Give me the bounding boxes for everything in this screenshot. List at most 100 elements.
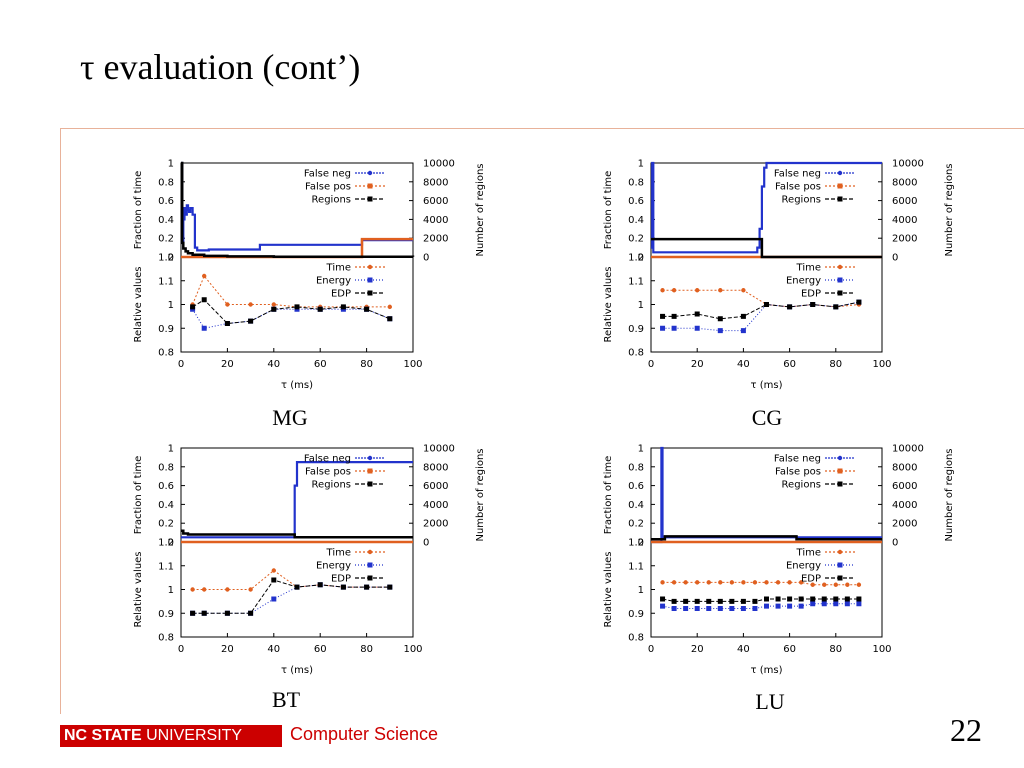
university-logo-rest: UNIVERSITY xyxy=(141,727,243,744)
lu-point-time xyxy=(718,580,723,585)
lu-point-time xyxy=(671,580,677,585)
lu-point-edp xyxy=(844,596,850,602)
bt-bottom-legend-marker-0 xyxy=(367,549,373,555)
lu-point-energy xyxy=(694,606,700,611)
mg-xtick-label: 100 xyxy=(403,359,422,370)
lu-bottom-legend-label-0: Time xyxy=(796,548,821,559)
lu-point-time xyxy=(856,582,862,587)
lu-point-edp xyxy=(787,596,793,602)
bt-point-time xyxy=(190,587,195,592)
cg-top-legend-label-2: Regions xyxy=(782,195,821,206)
lu-series-false-neg xyxy=(651,446,882,544)
cg-point-edp xyxy=(694,311,700,317)
bt-bottom-ylabel: Relative values xyxy=(133,551,144,627)
cg-top-ytick-label: 1 xyxy=(638,159,644,170)
mg-point-time xyxy=(202,273,207,279)
lu-top-y2label: Number of regions xyxy=(944,448,955,541)
mg-top-y2tick-label: 0 xyxy=(423,253,429,264)
mg-series-false-pos xyxy=(181,237,413,259)
lu-point-edp xyxy=(706,598,712,604)
cg-top-ylabel: Fraction of time xyxy=(603,171,614,250)
lu-point-time xyxy=(810,582,815,587)
mg-top-legend-label-0: False neg xyxy=(304,169,351,180)
cg-xlabel: τ (ms) xyxy=(751,380,783,391)
cg-xtick-label: 0 xyxy=(648,359,654,370)
lu-xtick-label: 40 xyxy=(737,644,750,655)
mg-point-edp xyxy=(340,304,346,310)
lu-point-time xyxy=(775,580,781,585)
cg-series-regions xyxy=(651,237,882,259)
cg-series-time xyxy=(662,289,859,308)
bt-bottom-legend-marker-1 xyxy=(367,562,373,568)
lu-point-edp xyxy=(810,596,816,602)
cg-point-energy xyxy=(717,328,723,334)
bt-xtick-label: 60 xyxy=(314,644,327,655)
lu-point-edp xyxy=(856,596,862,602)
cg-bottom-legend-label-1: Energy xyxy=(786,276,821,287)
mg-top-y2tick-label: 10000 xyxy=(423,159,455,170)
bt-point-edp xyxy=(271,577,277,583)
cg-top-legend-label-1: False pos xyxy=(775,182,821,193)
bt-bottom-ytick-label: 1 xyxy=(168,585,174,596)
lu-point-energy xyxy=(671,606,677,611)
mg-bottom-legend-marker-0 xyxy=(367,264,373,270)
university-logo-bold: NC STATE xyxy=(64,727,142,744)
lu-top-ytick-label: 0.8 xyxy=(628,462,644,473)
lu-top-ytick-label: 0.6 xyxy=(628,481,644,492)
cg-top-y2tick-label: 4000 xyxy=(892,215,917,226)
bt-top-y2tick-label: 4000 xyxy=(423,500,448,511)
cg-point-edp xyxy=(810,302,816,307)
lu-bottom-ytick-label: 0.8 xyxy=(628,633,644,644)
lu-point-time xyxy=(706,580,711,585)
lu-point-edp xyxy=(798,596,804,602)
bt-point-edp xyxy=(387,584,393,590)
bt-point-edp xyxy=(248,610,254,616)
mg-point-edp xyxy=(224,321,230,326)
lu-top-y2tick-label: 8000 xyxy=(892,462,917,473)
lu-point-energy xyxy=(856,601,862,607)
lu-point-time xyxy=(695,580,700,585)
mg-top-ylabel: Fraction of time xyxy=(133,171,144,250)
lu-top-ylabel: Fraction of time xyxy=(603,456,614,535)
lu-point-time xyxy=(752,580,758,585)
lu-top-y2tick-label: 4000 xyxy=(892,500,917,511)
bt-bottom-legend-marker-2 xyxy=(367,575,373,581)
cg-point-edp xyxy=(671,313,677,319)
cg-point-time xyxy=(741,288,746,293)
mg-top-y2tick-label: 4000 xyxy=(423,215,448,226)
lu-point-time xyxy=(683,580,688,585)
lu-point-energy xyxy=(798,603,804,609)
lu-top-frame xyxy=(650,447,883,543)
mg-bottom-legend-marker-2 xyxy=(367,290,373,296)
lu-point-energy xyxy=(810,601,816,607)
bt-top-y2label: Number of regions xyxy=(475,448,486,541)
bt-bottom-ytick-label: 0.9 xyxy=(158,609,174,620)
page-number: 22 xyxy=(950,712,982,748)
cg-top-ytick-label: 0.2 xyxy=(628,234,644,245)
mg-bottom-legend-label-1: Energy xyxy=(316,276,351,287)
lu-top-legend-label-1: False pos xyxy=(775,467,821,478)
bt-top-ytick-label: 0.6 xyxy=(158,481,174,492)
mg-bottom-ytick-label: 1 xyxy=(168,300,174,311)
cg-top-y2label: Number of regions xyxy=(944,163,955,256)
bt-point-energy xyxy=(271,596,277,602)
lu-point-energy xyxy=(833,601,839,607)
mg-top-frame xyxy=(180,162,414,258)
cg-bottom-ylabel: Relative values xyxy=(603,266,614,342)
cg-point-edp xyxy=(740,313,746,319)
chart-caption-mg: MG xyxy=(272,405,308,430)
cg-top-legend-marker-2 xyxy=(837,196,843,202)
content-frame-top-rule xyxy=(60,128,1024,129)
cg-point-edp xyxy=(787,304,793,310)
mg-point-edp xyxy=(387,316,393,322)
lu-point-energy xyxy=(844,601,850,607)
cg-point-energy xyxy=(671,325,677,331)
lu-bottom-ytick-label: 1.1 xyxy=(628,561,644,572)
bt-bottom-legend-label-0: Time xyxy=(326,548,351,559)
bt-point-time xyxy=(225,587,230,592)
bt-bottom-ytick-label: 0.8 xyxy=(158,633,174,644)
bt-top-ytick-label: 1 xyxy=(168,444,174,455)
mg-bottom-legend-label-2: EDP xyxy=(331,289,351,300)
cg-point-edp xyxy=(833,304,839,310)
